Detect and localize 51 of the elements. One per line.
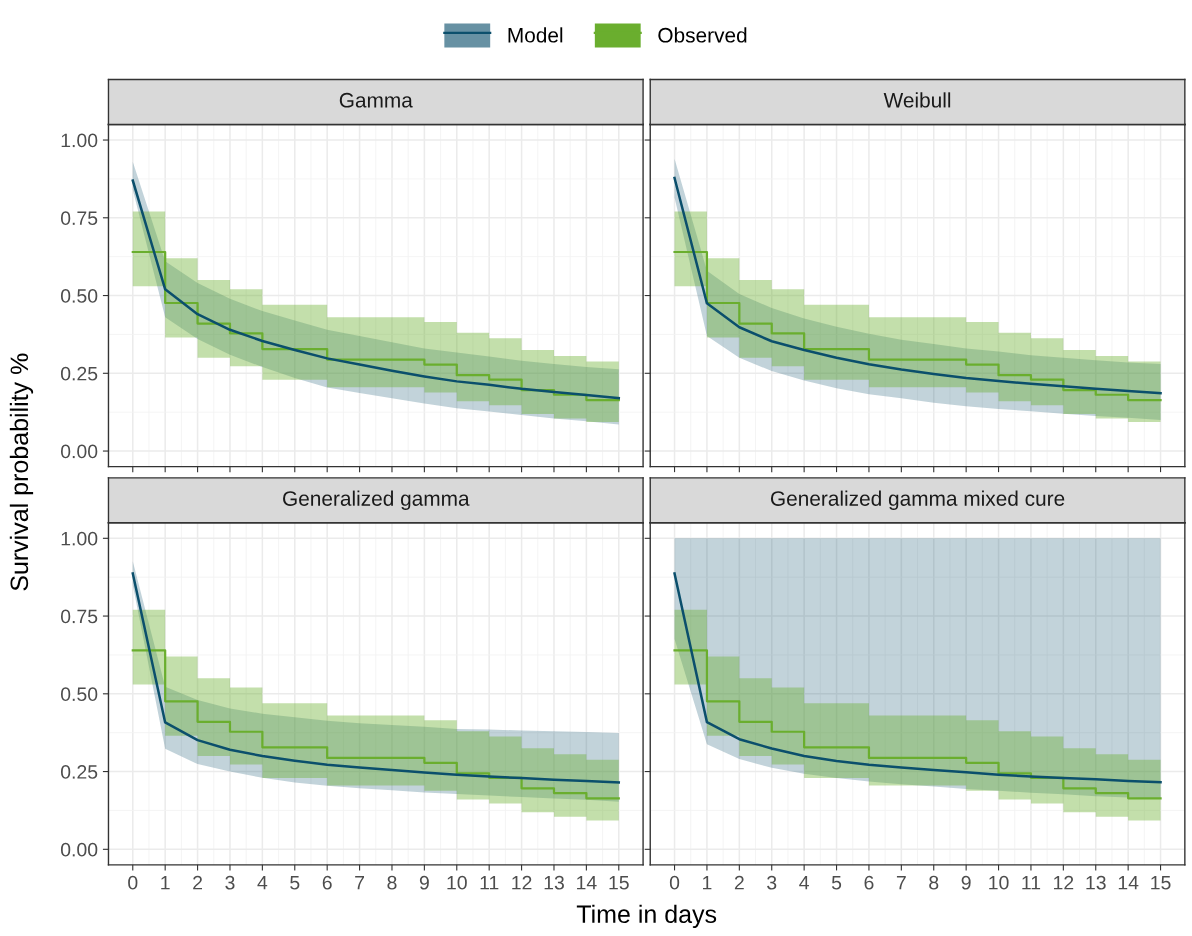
chart-title: Weibull [883,92,951,108]
x-tick-label: 13 [1086,875,1106,890]
line-series [131,179,621,400]
x-tick-label: 1 [161,875,170,890]
x-tick-label: 0 [128,875,138,890]
x-tick-label: 0 [669,875,680,890]
x-tick-label: 5 [831,875,842,890]
x-tick-label: 6 [864,875,874,890]
x-tick-label: 2 [193,875,203,890]
y-tick-label: 0.25 [60,366,98,381]
x-tick-label: 14 [577,875,597,890]
y-axis-title: Survival probability % [9,353,34,591]
x-axis-title: Time in days [576,904,717,928]
x-tick-label: 9 [419,875,429,890]
y-tick-label: 0.75 [60,609,98,624]
x-tick-label: 8 [929,875,939,890]
x-tick-label: 7 [355,875,365,890]
y-tick-label: 0.00 [60,842,98,857]
x-tick-label: 10 [989,875,1009,890]
x-tick-label: 12 [1054,875,1074,890]
x-tick-label: 11 [1022,875,1041,890]
x-tick-label: 5 [290,875,300,890]
x-tick-label: 13 [544,875,564,890]
chart-title: Gamma [339,92,413,108]
x-tick-label: 1 [703,875,712,890]
y-tick-label: 0.25 [60,765,98,779]
x-tick-label: 4 [257,875,268,890]
legend-label: Model [508,27,563,43]
y-tick-label: 1.00 [61,531,98,546]
x-tick-label: 14 [1118,875,1139,890]
x-tick-label: 2 [734,875,744,890]
legend-label: Observed [658,27,747,43]
x-tick-label: 6 [322,875,332,890]
x-tick-label: 10 [447,875,467,890]
x-tick-label: 15 [609,875,629,890]
y-tick-label: 0.00 [60,444,98,459]
x-tick-label: 12 [512,875,532,890]
x-tick-label: 11 [480,875,499,890]
chart-title: Generalized gamma [283,490,470,510]
y-tick-label: 0.75 [60,211,98,226]
y-tick-label: 1.00 [61,133,98,148]
x-tick-label: 9 [961,875,971,890]
y-tick-label: 0.50 [60,289,98,303]
x-tick-label: 3 [225,875,235,890]
x-tick-label: 8 [387,875,397,890]
x-tick-label: 7 [896,875,906,890]
y-tick-label: 0.50 [60,687,98,702]
x-tick-label: 15 [1151,875,1171,890]
x-tick-label: 3 [767,875,777,890]
chart-title: Generalized gamma mixed cure [770,490,1065,510]
x-tick-label: 4 [799,875,809,890]
